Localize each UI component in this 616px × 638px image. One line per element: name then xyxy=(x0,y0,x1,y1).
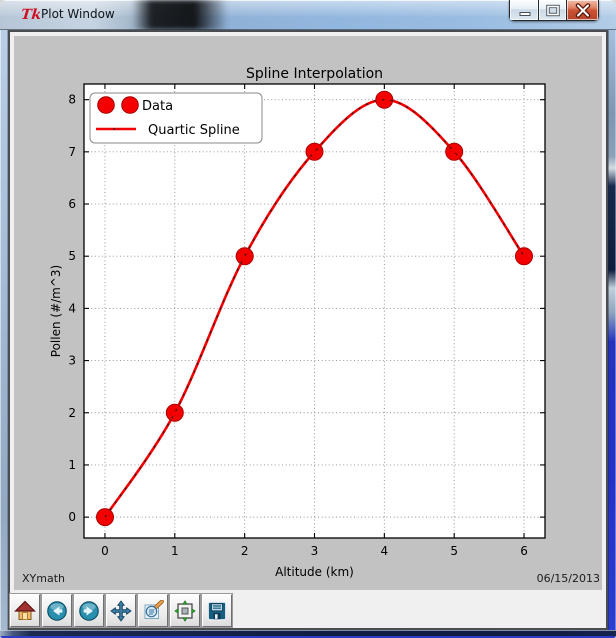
legend-label-data: Data xyxy=(142,99,173,114)
legend-label-spline: Quartic Spline xyxy=(148,123,240,138)
pan-button[interactable] xyxy=(106,594,136,627)
y-tick-label: 2 xyxy=(68,406,76,420)
x-tick-label: 0 xyxy=(101,544,109,558)
figure-canvas[interactable]: 0 1 2 3 4 5 6 0 1 2 3 4 5 6 7 8 Spline Interpolation Al… xyxy=(14,36,602,590)
x-axis-label: Altitude (km) xyxy=(275,565,354,579)
forward-arrow-icon xyxy=(79,600,99,621)
pan-move-icon xyxy=(110,600,132,621)
x-tick-label: 5 xyxy=(450,544,458,558)
footer-app-name: XYmath xyxy=(22,572,65,585)
axis-ticks xyxy=(84,84,545,538)
x-tick-label: 1 xyxy=(171,544,179,558)
y-tick-label: 0 xyxy=(68,510,76,524)
y-axis-label: Pollen (#/m^3) xyxy=(49,265,63,357)
configure-subplots-button[interactable] xyxy=(170,594,200,627)
x-tick-label: 6 xyxy=(520,544,528,558)
window-border-left xyxy=(0,30,8,630)
y-tick-label: 6 xyxy=(68,197,76,211)
zoom-rect-icon xyxy=(144,599,164,619)
data-point-marker xyxy=(445,142,464,161)
data-point-marker xyxy=(165,403,184,422)
window-controls xyxy=(509,0,599,21)
back-button[interactable] xyxy=(42,594,72,627)
window-border-right xyxy=(608,30,616,630)
save-floppy-icon xyxy=(207,601,227,621)
y-tick-label: 3 xyxy=(68,354,76,368)
tick-labels: 0 1 2 3 4 5 6 0 1 2 3 4 5 6 7 8 xyxy=(68,93,528,558)
maximize-icon xyxy=(546,4,560,16)
footer-date: 06/15/2013 xyxy=(537,572,600,585)
y-tick-label: 1 xyxy=(68,458,76,472)
data-point-marker xyxy=(515,247,533,266)
x-tick-label: 2 xyxy=(241,544,249,558)
close-button[interactable] xyxy=(567,0,599,21)
back-arrow-icon xyxy=(47,600,67,621)
x-tick-label: 3 xyxy=(311,544,319,558)
save-button[interactable] xyxy=(202,594,232,627)
background-window-ghost xyxy=(132,0,228,30)
zoom-button[interactable] xyxy=(138,594,168,627)
axes-frame xyxy=(83,83,546,539)
y-tick-label: 4 xyxy=(68,301,76,315)
legend-marker-icon xyxy=(121,96,139,114)
tk-logo-icon: Tk xyxy=(20,7,42,23)
home-icon xyxy=(14,600,36,620)
client-area: 0 1 2 3 4 5 6 0 1 2 3 4 5 6 7 8 Spline Interpolation Al… xyxy=(8,30,608,630)
plot-toolbar xyxy=(10,594,606,628)
minimize-button[interactable] xyxy=(509,0,539,21)
data-point-marker xyxy=(305,142,324,161)
y-tick-label: 7 xyxy=(68,145,76,159)
close-icon xyxy=(575,2,591,18)
y-tick-label: 8 xyxy=(68,93,76,107)
legend-marker-icon xyxy=(97,96,115,114)
y-tick-label: 5 xyxy=(68,249,76,263)
x-tick-label: 4 xyxy=(381,544,389,558)
legend: Data Quartic Spline xyxy=(89,92,263,144)
window-border-bottom xyxy=(0,630,616,638)
minimize-icon xyxy=(519,11,531,16)
subplots-icon xyxy=(174,599,196,622)
maximize-button[interactable] xyxy=(539,0,567,21)
home-button[interactable] xyxy=(10,594,40,627)
data-point-marker xyxy=(235,247,254,266)
figure-svg: 0 1 2 3 4 5 6 0 1 2 3 4 5 6 7 8 Spline Interpolation Al… xyxy=(22,66,600,585)
titlebar[interactable]: Tk Plot Window xyxy=(0,0,616,30)
window-title: Plot Window xyxy=(41,7,115,21)
forward-button[interactable] xyxy=(74,594,104,627)
plot-title: Spline Interpolation xyxy=(246,66,383,82)
